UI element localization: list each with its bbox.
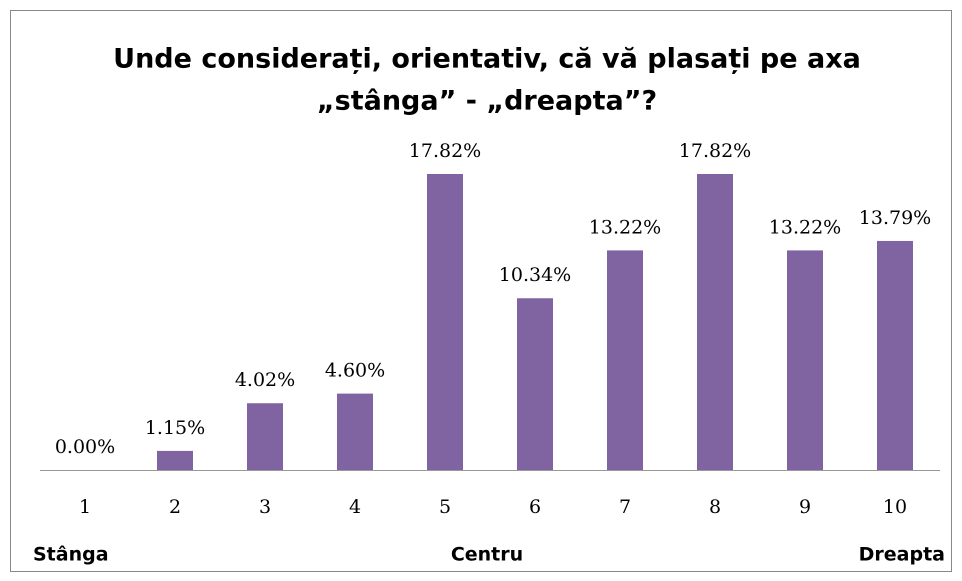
value-label: 13.22%: [589, 216, 661, 238]
x-tick-label: 5: [439, 496, 451, 518]
annotation: Dreapta: [859, 544, 945, 566]
value-label: 1.15%: [145, 417, 205, 439]
bar: [337, 393, 373, 470]
annotation: Centru: [451, 544, 523, 566]
bar: [157, 450, 193, 470]
x-tick-label: 3: [259, 496, 271, 518]
bar: [877, 240, 913, 470]
bar: [607, 250, 643, 470]
bar: [427, 174, 463, 470]
x-tick-label: 6: [529, 496, 541, 518]
value-label: 17.82%: [409, 140, 481, 162]
bar: [517, 298, 553, 470]
value-label: 13.79%: [859, 207, 931, 229]
x-tick-label: 9: [799, 496, 811, 518]
x-tick-label: 4: [349, 496, 361, 518]
value-label: 0.00%: [55, 436, 115, 458]
value-label: 4.60%: [325, 360, 385, 382]
bar: [697, 174, 733, 470]
x-tick-label: 7: [619, 496, 631, 518]
x-tick-label: 2: [169, 496, 181, 518]
value-label: 4.02%: [235, 369, 295, 391]
value-label: 17.82%: [679, 140, 751, 162]
x-tick-label: 10: [883, 496, 907, 518]
value-label: 10.34%: [499, 264, 571, 286]
chart-title: „stânga” - „dreapta”?: [317, 86, 657, 117]
value-label: 13.22%: [769, 216, 841, 238]
chart-title: Unde considerați, orientativ, că vă plas…: [113, 44, 861, 75]
bar: [787, 250, 823, 470]
bar: [247, 403, 283, 470]
x-tick-label: 8: [709, 496, 721, 518]
annotation: Stânga: [33, 544, 109, 566]
x-tick-label: 1: [79, 496, 91, 518]
